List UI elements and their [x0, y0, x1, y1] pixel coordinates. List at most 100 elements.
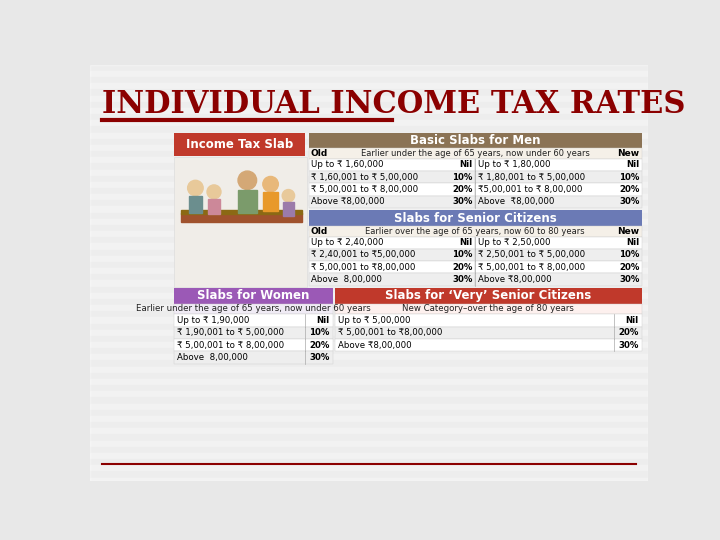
Text: Basic Slabs for Men: Basic Slabs for Men	[410, 134, 541, 147]
Bar	[335, 288, 642, 303]
Bar	[90, 392, 648, 397]
Bar	[90, 83, 648, 90]
Bar	[90, 157, 648, 164]
Text: ₹ 1,60,001 to ₹ 5,00,000: ₹ 1,60,001 to ₹ 5,00,000	[311, 173, 418, 182]
Text: ₹ 5,00,001 to ₹8,00,000: ₹ 5,00,001 to ₹8,00,000	[311, 263, 415, 272]
Text: 10%: 10%	[309, 328, 330, 338]
Bar	[309, 237, 475, 249]
Bar	[90, 323, 648, 330]
Bar	[475, 273, 642, 286]
Bar	[181, 210, 302, 214]
Bar	[90, 65, 648, 71]
Bar	[475, 237, 642, 249]
Text: 20%: 20%	[309, 341, 330, 349]
Bar	[90, 397, 648, 403]
Bar	[90, 305, 648, 311]
Text: Nil: Nil	[626, 316, 639, 325]
Text: ₹ 5,00,001 to ₹8,00,000: ₹ 5,00,001 to ₹8,00,000	[338, 328, 442, 338]
Text: 30%: 30%	[452, 275, 473, 284]
Text: Old: Old	[311, 227, 328, 235]
Text: 20%: 20%	[452, 185, 473, 194]
Text: Up to ₹ 2,50,000: Up to ₹ 2,50,000	[477, 238, 550, 247]
Text: ₹ 1,80,001 to ₹ 5,00,000: ₹ 1,80,001 to ₹ 5,00,000	[477, 173, 585, 182]
Text: ₹5,00,001 to ₹ 8,00,000: ₹5,00,001 to ₹ 8,00,000	[477, 185, 582, 194]
Bar	[90, 77, 648, 83]
Bar	[90, 416, 648, 422]
Bar	[90, 330, 648, 336]
Bar	[189, 195, 202, 213]
Text: 20%: 20%	[452, 263, 473, 272]
Bar	[90, 403, 648, 410]
Text: ₹ 5,00,001 to ₹ 8,00,000: ₹ 5,00,001 to ₹ 8,00,000	[311, 185, 418, 194]
Bar	[475, 195, 642, 208]
Text: Above ₹8,00,000: Above ₹8,00,000	[311, 197, 384, 206]
Text: 20%: 20%	[619, 185, 639, 194]
Bar	[90, 299, 648, 305]
Text: 10%: 10%	[619, 251, 639, 260]
Text: Up to ₹ 2,40,000: Up to ₹ 2,40,000	[311, 238, 383, 247]
Bar	[90, 379, 648, 385]
Text: 10%: 10%	[452, 251, 473, 260]
Bar	[475, 184, 642, 195]
Text: Nil: Nil	[626, 238, 639, 247]
Bar	[309, 273, 475, 286]
Text: Earlier under the age of 65 years, now under 60 years: Earlier under the age of 65 years, now u…	[361, 149, 590, 158]
Text: ₹ 1,90,001 to ₹ 5,00,000: ₹ 1,90,001 to ₹ 5,00,000	[177, 328, 284, 338]
Bar	[90, 274, 648, 280]
Bar	[90, 176, 648, 182]
Text: ₹ 5,00,001 to ₹ 8,00,000: ₹ 5,00,001 to ₹ 8,00,000	[177, 341, 284, 349]
Bar	[90, 108, 648, 114]
Bar	[475, 171, 642, 184]
Bar	[309, 249, 475, 261]
Bar	[335, 303, 642, 314]
Bar	[90, 447, 648, 453]
Bar	[309, 184, 475, 195]
Bar	[90, 132, 648, 139]
Text: ₹ 2,40,001 to ₹5,00,000: ₹ 2,40,001 to ₹5,00,000	[311, 251, 415, 260]
Bar	[90, 422, 648, 428]
Text: ₹ 5,00,001 to ₹ 8,00,000: ₹ 5,00,001 to ₹ 8,00,000	[477, 263, 585, 272]
Text: 30%: 30%	[619, 275, 639, 284]
Text: Nil: Nil	[316, 316, 330, 325]
Bar	[90, 293, 648, 299]
Bar	[335, 339, 642, 351]
Bar	[90, 428, 648, 434]
Bar	[90, 225, 648, 231]
Bar	[475, 261, 642, 273]
Text: 30%: 30%	[618, 341, 639, 349]
Text: 30%: 30%	[309, 353, 330, 362]
Bar	[263, 192, 279, 211]
Text: Above  8,00,000: Above 8,00,000	[311, 275, 382, 284]
Bar	[90, 361, 648, 367]
Bar	[174, 339, 333, 351]
Bar	[90, 231, 648, 237]
Bar	[90, 96, 648, 102]
Text: New: New	[617, 227, 639, 235]
Bar	[90, 194, 648, 200]
Bar	[174, 157, 307, 287]
Bar	[335, 327, 642, 339]
Bar	[90, 268, 648, 274]
Bar	[90, 262, 648, 268]
Bar	[309, 195, 475, 208]
Bar	[90, 453, 648, 459]
Bar	[309, 132, 642, 148]
Bar	[238, 190, 256, 213]
Bar	[90, 151, 648, 157]
Bar	[90, 213, 648, 219]
Bar	[90, 90, 648, 96]
Bar	[174, 288, 333, 303]
Bar	[90, 434, 648, 441]
Bar	[475, 249, 642, 261]
Text: Earlier under the age of 65 years, now under 60 years: Earlier under the age of 65 years, now u…	[136, 305, 371, 313]
Text: Income Tax Slab: Income Tax Slab	[186, 138, 293, 151]
Text: Nil: Nil	[460, 160, 473, 170]
Bar	[90, 441, 648, 447]
Bar	[90, 256, 648, 262]
Bar	[335, 314, 642, 327]
Bar	[90, 373, 648, 379]
Bar	[90, 170, 648, 176]
Bar	[90, 126, 648, 132]
Bar	[90, 459, 648, 465]
Text: New: New	[617, 149, 639, 158]
